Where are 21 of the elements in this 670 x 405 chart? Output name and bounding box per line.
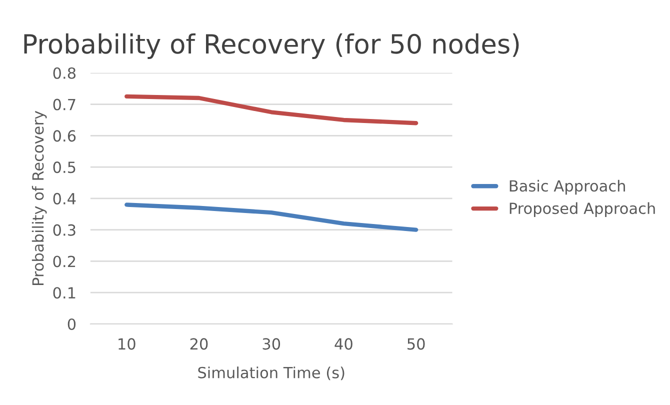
x-tick-label: 30 [262, 338, 280, 350]
y-tick-label: 0.3 [53, 224, 76, 236]
y-tick-label: 0 [68, 318, 76, 330]
legend-label: Proposed Approach [510, 202, 655, 218]
y-axis-title: Probability of Recovery [32, 110, 47, 285]
x-tick-label: 20 [190, 338, 208, 350]
chart-title: Probability of Recovery (for 50 nodes) [24, 33, 519, 59]
legend-label: Basic Approach [510, 180, 625, 195]
x-tick-label: 40 [334, 338, 352, 350]
y-tick-label: 0.2 [53, 256, 76, 268]
y-tick-label: 0.1 [53, 287, 76, 299]
line-series [124, 94, 418, 126]
y-tick-label: 0.8 [53, 67, 76, 79]
x-axis-title: Simulation Time (s) [198, 366, 344, 380]
x-tick-label: 50 [408, 338, 425, 350]
y-tick-label: 0.7 [53, 98, 76, 110]
line-series [124, 202, 418, 232]
y-tick-label: 0.4 [53, 192, 76, 204]
x-tick-label: 10 [118, 338, 136, 350]
y-tick-label: 0.5 [53, 162, 76, 174]
y-tick-label: 0.6 [53, 130, 76, 142]
